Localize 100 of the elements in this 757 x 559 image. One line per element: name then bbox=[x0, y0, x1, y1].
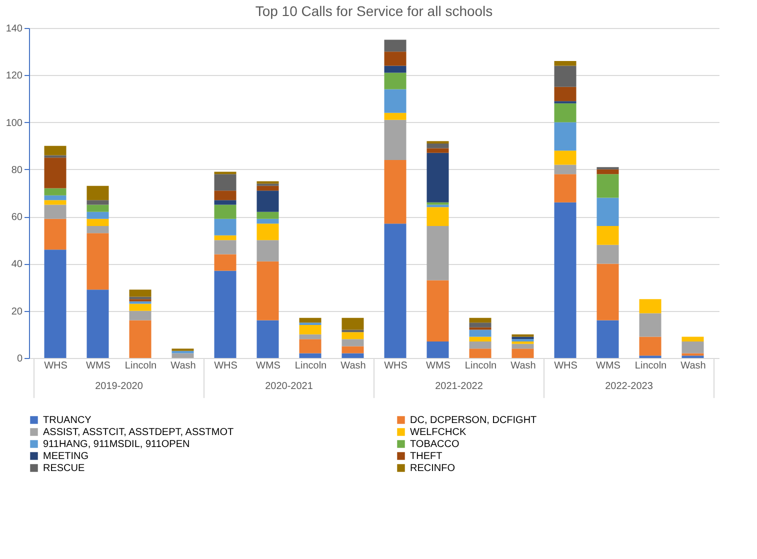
bar bbox=[384, 72, 406, 90]
bar bbox=[384, 120, 406, 160]
bar bbox=[426, 280, 449, 342]
bar bbox=[384, 52, 406, 66]
bar bbox=[469, 342, 492, 349]
bar bbox=[384, 160, 406, 224]
bar bbox=[554, 202, 576, 358]
bar bbox=[426, 207, 449, 226]
legend-label: RESCUE bbox=[43, 463, 86, 474]
y-tick-label: 140 bbox=[6, 24, 23, 34]
bar bbox=[384, 224, 406, 358]
bar bbox=[214, 240, 236, 254]
bar bbox=[256, 212, 279, 219]
bar bbox=[512, 334, 534, 337]
bar bbox=[342, 346, 364, 354]
legend-label: THEFT bbox=[410, 451, 442, 462]
bar bbox=[256, 218, 279, 224]
bar bbox=[214, 204, 236, 219]
bar bbox=[44, 200, 66, 205]
x-tick-label: Wash bbox=[680, 360, 706, 372]
bar bbox=[596, 174, 619, 198]
x-tick-label: WMS bbox=[596, 360, 621, 372]
bar bbox=[214, 254, 236, 271]
bar bbox=[554, 66, 576, 87]
bar bbox=[426, 342, 449, 358]
x-tick-label: Lincoln bbox=[124, 360, 157, 372]
bar bbox=[342, 332, 364, 340]
bar bbox=[426, 144, 449, 148]
bar bbox=[512, 344, 534, 349]
bar bbox=[299, 325, 322, 334]
bar bbox=[299, 334, 322, 340]
text: 2022-2023 bbox=[605, 381, 654, 392]
bar bbox=[256, 261, 279, 320]
bar bbox=[596, 320, 619, 358]
bar bbox=[172, 353, 194, 358]
bar bbox=[86, 186, 109, 200]
bar bbox=[554, 150, 576, 165]
bar bbox=[214, 218, 236, 236]
bar bbox=[256, 224, 279, 240]
bar bbox=[596, 169, 619, 174]
text: 2020-2021 bbox=[265, 381, 314, 392]
bar bbox=[469, 336, 492, 342]
bar bbox=[86, 204, 109, 212]
bar bbox=[639, 336, 662, 356]
bar bbox=[256, 240, 279, 262]
legend-label: RECINFO bbox=[410, 463, 456, 474]
bar bbox=[256, 186, 279, 191]
bar bbox=[469, 330, 492, 337]
x-tick-label: WMS bbox=[86, 360, 111, 372]
legend-label: 911HANG, 911MSDIL, 911OPEN bbox=[43, 439, 190, 450]
bar bbox=[639, 313, 662, 337]
x-tick-label: WHS bbox=[214, 360, 238, 372]
bar bbox=[44, 204, 66, 219]
bar bbox=[682, 336, 704, 342]
y-tick-label: 100 bbox=[6, 118, 23, 129]
bar bbox=[86, 226, 109, 234]
legend-label: ASSIST, ASSTCIT, ASSTDEPT, ASSTMOT bbox=[43, 427, 234, 438]
bar bbox=[554, 174, 576, 202]
bar bbox=[214, 174, 236, 191]
bar bbox=[214, 270, 236, 358]
bar bbox=[384, 66, 406, 73]
legend-label: DC, DCPERSON, DCFIGHT bbox=[410, 415, 537, 426]
bar bbox=[86, 200, 109, 205]
bar bbox=[596, 244, 619, 264]
bar bbox=[596, 264, 619, 320]
x-tick-label: WHS bbox=[554, 360, 578, 372]
x-tick-label: WHS bbox=[384, 360, 408, 372]
text: 2021-2022 bbox=[435, 381, 484, 392]
bar bbox=[129, 320, 152, 358]
x-tick-label: Wash bbox=[510, 360, 536, 372]
bar bbox=[256, 190, 279, 212]
bar bbox=[299, 353, 322, 358]
bar bbox=[44, 218, 66, 250]
bar bbox=[342, 318, 364, 330]
bar bbox=[384, 112, 406, 120]
bar bbox=[44, 188, 66, 196]
y-tick-label: 60 bbox=[11, 212, 23, 224]
bar bbox=[256, 181, 279, 184]
x-tick-label: Wash bbox=[170, 360, 196, 372]
x-tick-label: WMS bbox=[426, 360, 451, 372]
bar bbox=[342, 339, 364, 346]
bar bbox=[214, 190, 236, 200]
bar bbox=[44, 250, 66, 358]
bar bbox=[554, 61, 576, 66]
chart-title: Top 10 Calls for Service for all schools bbox=[255, 3, 493, 19]
bar bbox=[682, 342, 704, 354]
bar bbox=[86, 212, 109, 219]
bar bbox=[554, 103, 576, 122]
bar bbox=[299, 339, 322, 354]
bar bbox=[86, 218, 109, 226]
legend-label: WELFCHCK bbox=[410, 427, 466, 438]
bar bbox=[342, 353, 364, 358]
bar bbox=[342, 330, 364, 332]
bar bbox=[469, 318, 492, 323]
y-tick-label: 80 bbox=[11, 164, 23, 176]
bar bbox=[554, 122, 576, 151]
bar bbox=[86, 290, 109, 358]
bar bbox=[129, 290, 152, 297]
y-tick-label: 120 bbox=[6, 70, 23, 82]
bar bbox=[384, 89, 406, 113]
